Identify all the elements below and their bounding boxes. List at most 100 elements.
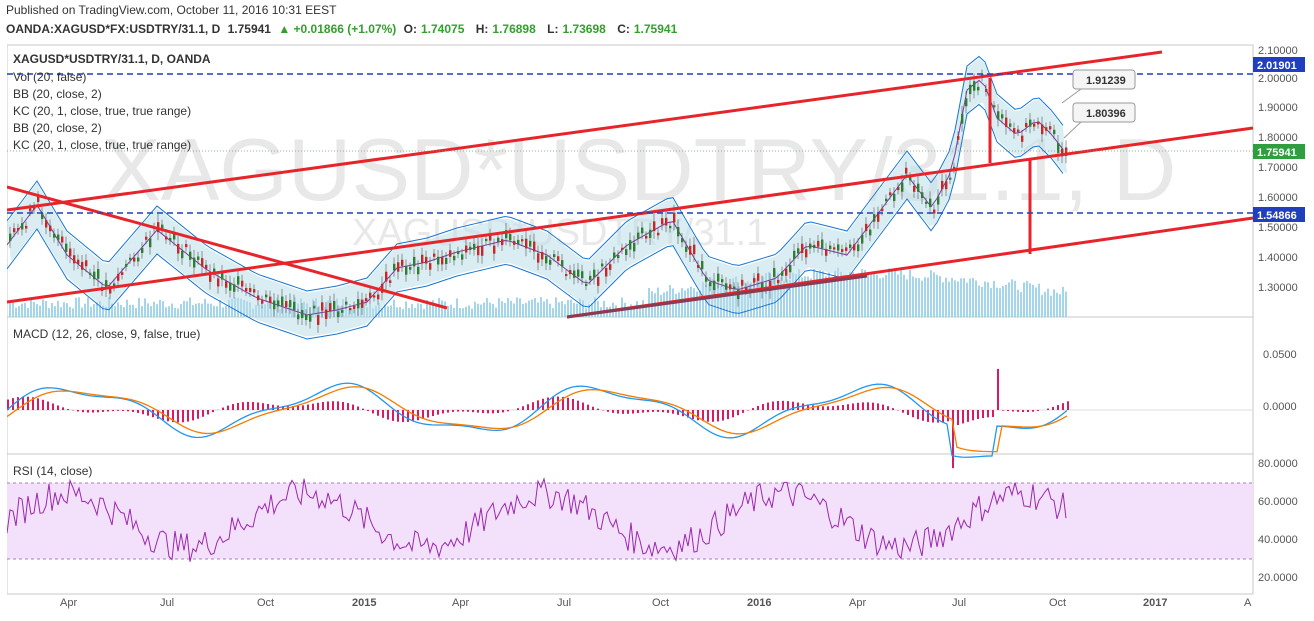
candle-body <box>501 239 503 245</box>
candle-body <box>701 261 703 269</box>
volume-bar <box>120 305 122 317</box>
volume-bar <box>192 305 194 317</box>
volume-bar <box>33 302 35 317</box>
macd-histogram-bar <box>177 410 179 422</box>
volume-bar <box>63 302 65 317</box>
volume-bar <box>519 298 521 317</box>
chart-svg[interactable]: XAGUSD*USDTRY/31.1, D XAGUSD*USDTRY/31.1… <box>7 40 1307 616</box>
volume-bar <box>909 270 911 317</box>
volume-bar <box>960 278 962 317</box>
volume-bar <box>915 278 917 317</box>
candle-body <box>565 274 567 276</box>
candle-body <box>25 226 27 229</box>
candle-body <box>201 258 203 266</box>
macd-histogram-bar <box>412 410 414 421</box>
volume-bar <box>30 298 32 317</box>
volume-bar <box>924 277 926 317</box>
candle-body <box>185 244 187 247</box>
candle-body <box>297 314 299 319</box>
candle-body <box>661 218 663 224</box>
volume-bar <box>480 304 482 317</box>
time-axis[interactable]: Apr Jul Oct 2015 Apr Jul Oct 2016 Apr Ju… <box>60 597 1252 609</box>
volume-bar <box>210 304 212 317</box>
candle-body <box>497 238 499 242</box>
candle-body <box>357 299 359 308</box>
volume-bar <box>921 281 923 317</box>
rsi-tick: 60.0000 <box>1258 496 1298 508</box>
candle-body <box>277 300 279 306</box>
macd-histogram-bar <box>137 410 139 413</box>
macd-histogram-bar <box>842 405 844 410</box>
chart-frame[interactable]: XAGUSD*USDTRY/31.1, D XAGUSD*USDTRY/31.1… <box>7 40 1307 616</box>
volume-bar <box>891 271 893 317</box>
macd-histogram-bar <box>67 409 69 410</box>
volume-bar <box>555 297 557 317</box>
volume-bar <box>69 307 71 317</box>
macd-histogram-bar <box>212 410 214 412</box>
candle-body <box>613 252 615 257</box>
macd-histogram-bar <box>97 410 99 412</box>
volume-bar <box>168 306 170 317</box>
price-tick: 1.40000 <box>1258 252 1298 264</box>
candle-body <box>229 283 231 291</box>
candle-body <box>117 274 119 281</box>
candle-body <box>637 233 639 239</box>
volume-bar <box>441 300 443 317</box>
candle-body <box>901 182 903 191</box>
macd-histogram-bar <box>952 410 954 468</box>
volume-bar <box>66 303 68 317</box>
macd-histogram-bar <box>597 409 599 410</box>
volume-bar <box>897 274 899 317</box>
macd-histogram-bar <box>462 410 464 412</box>
price-tick: 1.80000 <box>1258 132 1298 144</box>
candle-body <box>369 293 371 298</box>
callout-lower: 1.80396 <box>1086 108 1126 120</box>
volume-bar <box>552 308 554 317</box>
volume-bar <box>153 302 155 317</box>
volume-bar <box>990 288 992 317</box>
volume-bar <box>504 303 506 317</box>
candle-body <box>41 213 43 219</box>
volume-bar <box>912 277 914 317</box>
candle-body <box>625 249 627 255</box>
macd-histogram-bar <box>1037 410 1039 411</box>
volume-bar <box>963 278 965 317</box>
macd-histogram-bar <box>662 410 664 412</box>
candle-body <box>313 306 315 309</box>
candle-body <box>865 224 867 231</box>
macd-histogram-bar <box>182 410 184 422</box>
candle-body <box>333 301 335 310</box>
macd-histogram-bar <box>982 410 984 418</box>
volume-bar <box>498 298 500 317</box>
candle-body <box>397 262 399 271</box>
candle-body <box>413 257 415 266</box>
candle-body <box>617 255 619 258</box>
candle-body <box>97 269 99 279</box>
candle-body <box>1013 128 1015 133</box>
volume-bar <box>1008 282 1010 317</box>
candle-body <box>265 295 267 298</box>
volume-bar <box>474 302 476 317</box>
macd-histogram-bar <box>472 410 474 412</box>
candle-body <box>801 244 803 253</box>
macd-histogram-bar <box>617 410 619 414</box>
volume-bar <box>882 278 884 317</box>
candle-body <box>417 267 419 274</box>
volume-bar <box>1023 282 1025 317</box>
volume-bar <box>456 298 458 317</box>
volume-bar <box>855 278 857 317</box>
volume-bar <box>138 298 140 317</box>
candle-body <box>457 251 459 254</box>
candle-body <box>705 277 707 282</box>
candle-body <box>181 251 183 258</box>
volume-bar <box>1020 292 1022 317</box>
candle-body <box>633 243 635 251</box>
candle-body <box>957 136 959 140</box>
candle-body <box>193 258 195 268</box>
candle-body <box>897 187 899 190</box>
candle-body <box>365 298 367 301</box>
candle-body <box>1045 127 1047 130</box>
macd-histogram-bar <box>907 410 909 415</box>
macd-histogram-bar <box>577 401 579 410</box>
x-tick-jul-2015: Jul <box>557 597 571 609</box>
